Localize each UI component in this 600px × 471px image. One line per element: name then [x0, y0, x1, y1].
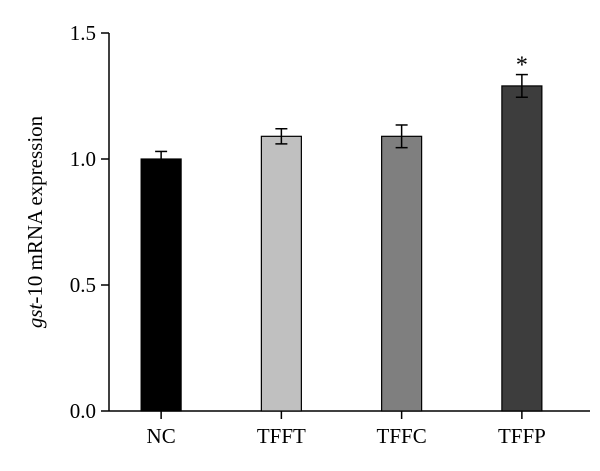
y-axis-title-rest: -10 mRNA expression — [23, 115, 47, 303]
bars-group: * — [140, 53, 543, 412]
y-axis: 0.0 0.5 1.0 1.5 — [70, 21, 110, 423]
bar-tffc — [381, 135, 423, 412]
x-tick-label-tffp: TFFP — [498, 424, 546, 448]
y-tick-label: 1.0 — [70, 147, 96, 171]
x-axis: NC TFFT TFFC TFFP — [109, 410, 590, 448]
y-tick-label: 1.5 — [70, 21, 96, 45]
x-tick-label-tfft: TFFT — [257, 424, 306, 448]
x-tick-label-nc: NC — [147, 424, 176, 448]
y-tick-label: 0.0 — [70, 399, 96, 423]
bar-nc — [140, 158, 182, 412]
x-tick-label-tffc: TFFC — [377, 424, 427, 448]
bar-tfft — [260, 135, 302, 412]
y-tick-label: 0.5 — [70, 273, 96, 297]
y-axis-title: gst-10 mRNA expression — [23, 115, 47, 328]
bar-tffp — [501, 85, 543, 412]
significance-marker: * — [516, 53, 528, 79]
y-axis-title-gene: gst — [23, 302, 47, 328]
